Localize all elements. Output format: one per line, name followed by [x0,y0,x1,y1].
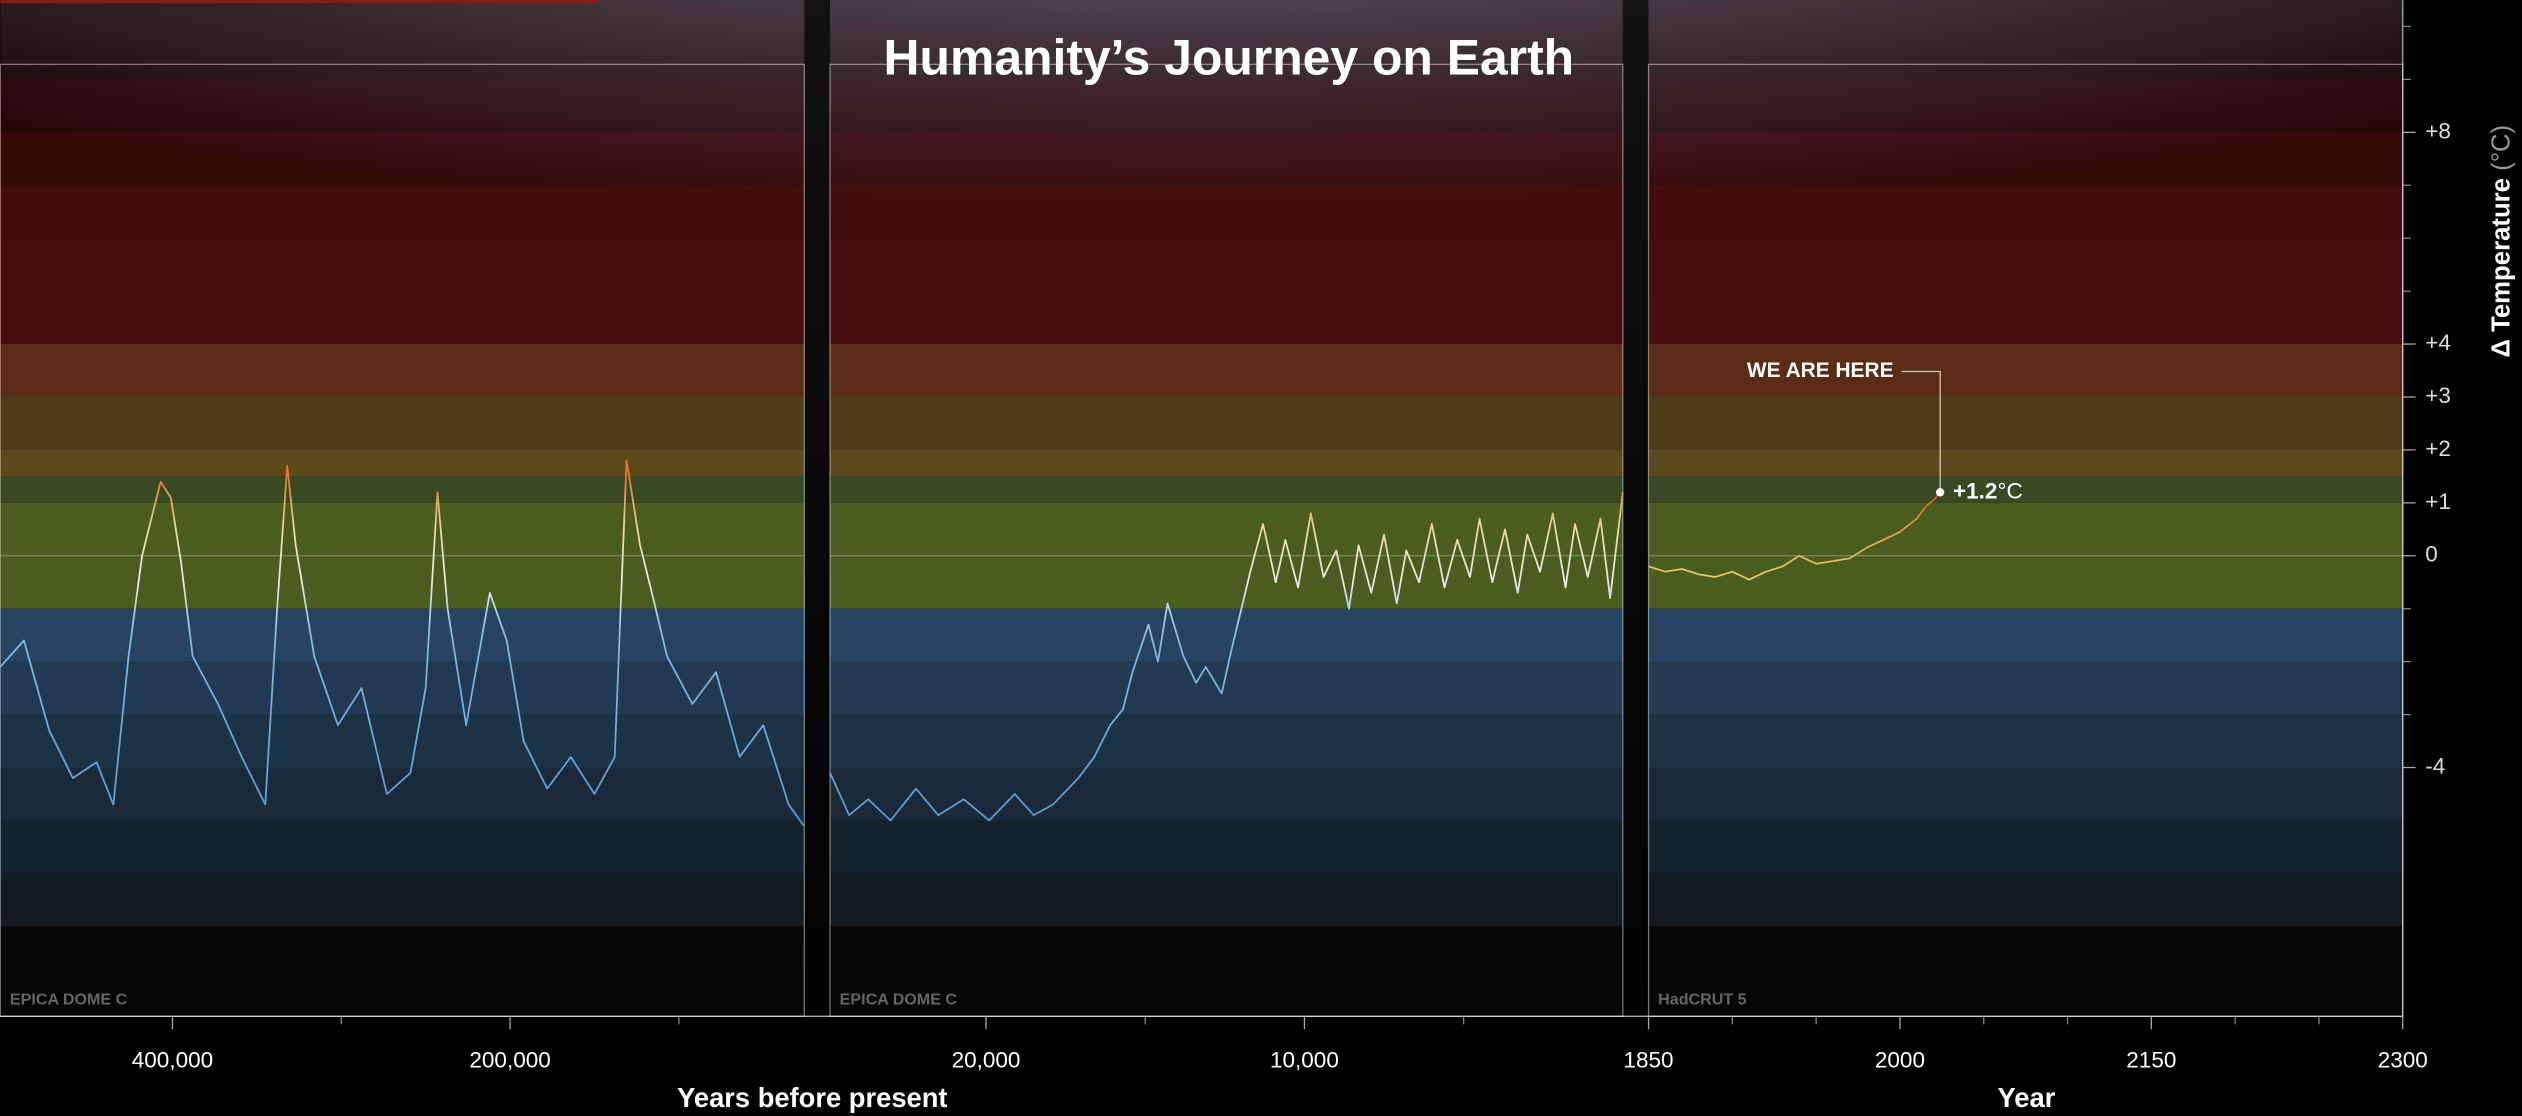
band [0,502,2403,609]
progress-bar [0,0,599,4]
x-tick-label: 400,000 [132,1047,213,1072]
y-tick-label: +2 [2425,436,2451,461]
panel-frame [829,63,1624,1017]
panel-frame [0,63,805,1017]
panel-frame [1647,63,2404,1017]
annotation-text: WE ARE HERE [1747,359,1894,382]
band [0,185,2403,239]
band [0,132,2403,186]
band [0,661,2403,715]
y-axis-label: Δ Temperature (°C) [2487,125,2515,358]
band [0,608,2403,662]
band [0,820,2403,874]
annotation-value: +1.2°C [1953,478,2023,503]
temperature-line [829,492,1624,822]
y-label: Δ Temperature [2487,178,2515,358]
band [0,238,2403,292]
band [0,0,2403,80]
annotation-leader [1901,370,1941,493]
temperature-line [0,459,805,827]
temperature-line [1648,491,1941,581]
y-tick-label: +1 [2425,489,2451,514]
y-tick-label: +8 [2425,118,2451,143]
band [0,926,2403,1017]
band [0,449,2403,477]
y-tick-label: +3 [2425,383,2451,408]
annotation-value-unit: °C [1997,478,2022,503]
x-tick-label: 2300 [2378,1047,2428,1072]
panel-separator [804,0,831,1017]
x-tick-label: 200,000 [469,1047,550,1072]
y-tick-label: -4 [2425,753,2445,778]
band [0,79,2403,133]
y-tick-label: 0 [2425,542,2438,567]
band [0,396,2403,450]
band [0,873,2403,927]
x-tick-label: 2150 [2126,1047,2176,1072]
annotation-value-number: +1.2 [1953,478,1997,503]
band [0,767,2403,821]
x-tick-label: 1850 [1624,1047,1674,1072]
current-point [1935,488,1945,497]
panel-separator [1622,0,1649,1017]
x-tick-label: 10,000 [1270,1047,1339,1072]
y-tick-label: +4 [2425,330,2451,355]
source-label: EPICA DOME C [840,990,958,1008]
x-axis-label: Year [1998,1082,2056,1113]
band [0,714,2403,768]
y-unit: (°C) [2487,125,2515,171]
x-tick-label: 20,000 [952,1047,1021,1072]
chart-title: Humanity’s Journey on Earth [884,29,1575,85]
x-axis-label: Years before present [677,1082,947,1113]
band [0,344,2403,397]
band [0,476,2403,503]
source-label: EPICA DOME C [10,990,128,1008]
x-tick-label: 2000 [1875,1047,1925,1072]
source-label: HadCRUT 5 [1658,990,1746,1008]
band [0,291,2403,345]
